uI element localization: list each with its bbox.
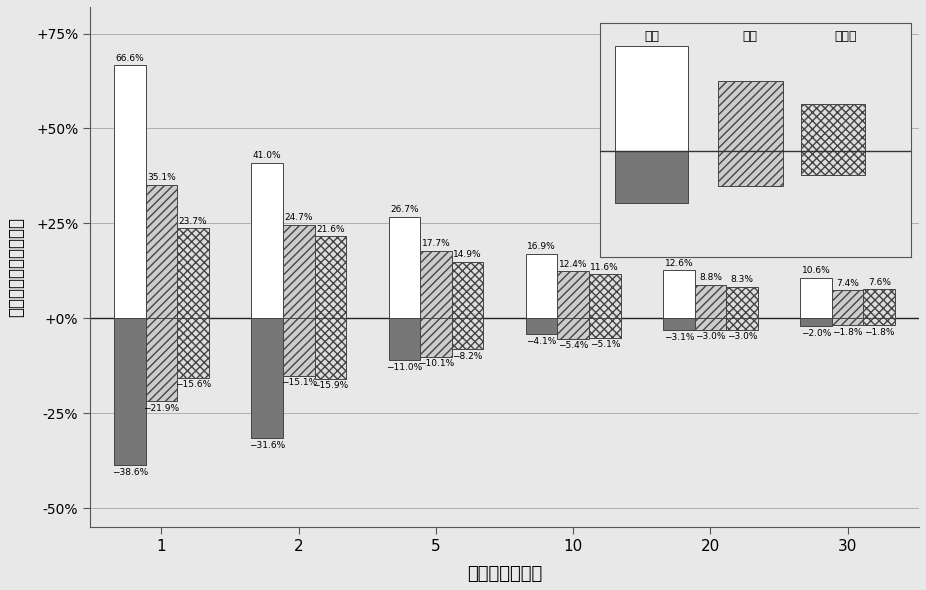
Text: 66.6%: 66.6% (116, 54, 144, 63)
Text: −5.4%: −5.4% (558, 342, 588, 350)
Text: −3.1%: −3.1% (664, 333, 694, 342)
Bar (694, 318, 726, 330)
Bar (315, 318, 346, 379)
Bar (589, 274, 620, 318)
Bar (389, 217, 420, 318)
Text: −15.1%: −15.1% (281, 378, 317, 387)
Bar (863, 318, 895, 325)
Bar (557, 271, 589, 318)
Y-axis label: 以复利计算的年回报率: 以复利计算的年回报率 (6, 217, 25, 317)
Text: −5.1%: −5.1% (590, 340, 620, 349)
Bar (832, 318, 863, 325)
Bar (663, 270, 694, 318)
Bar (251, 163, 283, 318)
Bar (177, 318, 209, 378)
Bar (589, 318, 620, 337)
Text: 7.4%: 7.4% (836, 278, 859, 287)
Bar (526, 254, 557, 318)
Bar (800, 318, 832, 326)
Bar (315, 236, 346, 318)
Text: −11.0%: −11.0% (386, 363, 422, 372)
Bar (420, 251, 452, 318)
Text: 11.6%: 11.6% (591, 263, 619, 271)
Text: 12.4%: 12.4% (559, 260, 587, 268)
Text: 24.7%: 24.7% (284, 213, 313, 222)
Bar (283, 318, 315, 376)
Bar (420, 318, 452, 356)
Bar (389, 318, 420, 360)
Text: 41.0%: 41.0% (253, 151, 282, 160)
Bar (557, 318, 589, 339)
Bar (726, 318, 757, 330)
Text: 21.6%: 21.6% (316, 225, 344, 234)
Bar (663, 318, 694, 330)
Bar (800, 278, 832, 318)
Text: −1.8%: −1.8% (864, 328, 895, 337)
Text: 8.3%: 8.3% (731, 275, 754, 284)
Bar (694, 285, 726, 318)
Bar (145, 185, 177, 318)
Bar (177, 228, 209, 318)
Text: 12.6%: 12.6% (665, 259, 694, 268)
Text: 26.7%: 26.7% (390, 205, 419, 214)
Text: −31.6%: −31.6% (249, 441, 285, 450)
Text: 10.6%: 10.6% (802, 267, 831, 276)
Text: 23.7%: 23.7% (179, 217, 207, 225)
Text: −1.8%: −1.8% (832, 328, 863, 337)
Text: 8.8%: 8.8% (699, 273, 722, 282)
Text: −8.2%: −8.2% (452, 352, 482, 361)
Text: −3.0%: −3.0% (695, 332, 726, 342)
Bar (114, 318, 145, 465)
Text: −2.0%: −2.0% (801, 329, 832, 337)
Text: 7.6%: 7.6% (868, 278, 891, 287)
Bar (114, 65, 145, 318)
Bar (526, 318, 557, 334)
Text: −21.9%: −21.9% (144, 404, 180, 413)
Text: 35.1%: 35.1% (147, 173, 176, 182)
Text: −4.1%: −4.1% (527, 336, 557, 346)
Text: −38.6%: −38.6% (112, 467, 148, 477)
Text: 14.9%: 14.9% (453, 250, 482, 259)
Bar (832, 290, 863, 318)
Bar (863, 290, 895, 318)
Bar (145, 318, 177, 401)
Text: 17.7%: 17.7% (421, 240, 450, 248)
Text: −10.1%: −10.1% (418, 359, 454, 368)
Bar (251, 318, 283, 438)
X-axis label: 持有年限（年）: 持有年限（年） (467, 565, 543, 583)
Text: 16.9%: 16.9% (527, 242, 556, 251)
Bar (452, 262, 483, 318)
Text: −3.0%: −3.0% (727, 332, 757, 342)
Bar (283, 225, 315, 318)
Bar (726, 287, 757, 318)
Text: −15.9%: −15.9% (312, 381, 348, 391)
Text: −15.6%: −15.6% (175, 380, 211, 389)
Bar (452, 318, 483, 349)
